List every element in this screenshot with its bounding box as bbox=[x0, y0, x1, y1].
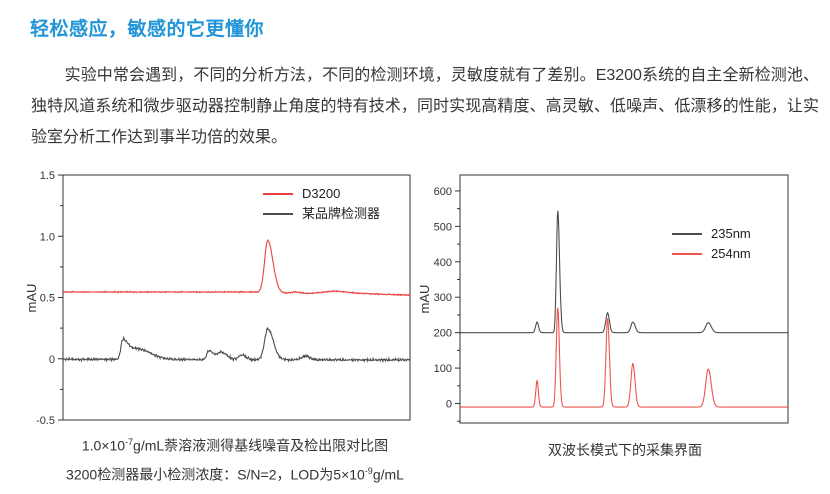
series-某品牌检测器 bbox=[62, 326, 411, 364]
y-axis-label: mAU bbox=[417, 285, 432, 314]
left-figure-caption-line1: 1.0×10-7g/mL萘溶液测得基线噪音及检出限对比图 bbox=[81, 437, 389, 454]
legend-label-d3200: D3200 bbox=[302, 186, 341, 201]
legend-label-254nm: 254nm bbox=[711, 246, 751, 261]
y-tick-label: 300 bbox=[434, 292, 452, 304]
legend-line-sample-gray bbox=[263, 212, 293, 215]
y-tick-label: 0.5 bbox=[40, 293, 55, 305]
legend-line-sample-254nm bbox=[672, 252, 702, 255]
series-254nm bbox=[460, 307, 788, 408]
page-title: 轻松感应，敏感的它更懂你 bbox=[30, 19, 265, 40]
right-chart-legend: 235nm 254nm bbox=[672, 226, 751, 261]
y-tick-label: 400 bbox=[434, 257, 452, 269]
right-figure-caption: 双波长模式下的采集界面 bbox=[430, 438, 820, 463]
legend-label-other-brand: 某品牌检测器 bbox=[302, 206, 381, 221]
series-D3200 bbox=[62, 238, 411, 297]
plot-border bbox=[459, 174, 789, 424]
left-figure-caption-line2: 3200检测器最小检测浓度：S/N=2，LOD为5×10-9g/mL bbox=[66, 465, 404, 483]
legend-line-sample-235nm bbox=[672, 232, 702, 235]
y-tick-label: 0 bbox=[446, 399, 452, 411]
y-tick-label: -0.5 bbox=[36, 415, 55, 426]
baseline-noise-chart: 1.5 1.0 0.5 0 -0.5 mAU bbox=[24, 170, 411, 426]
y-axis-label: mAU bbox=[24, 284, 39, 313]
y-tick-label: 600 bbox=[434, 186, 452, 198]
y-tick-label: 100 bbox=[434, 363, 452, 375]
y-tick-label: 200 bbox=[434, 328, 452, 340]
series-235nm bbox=[460, 210, 788, 334]
legend-item-other-brand: 某品牌检测器 bbox=[263, 206, 380, 221]
y-tick-label: 500 bbox=[434, 221, 452, 233]
legend-item-235nm: 235nm bbox=[672, 226, 751, 241]
intro-paragraph: 实验中常会遇到，不同的分析方法，不同的检测环境，灵敏度就有了差别。E3200系统… bbox=[31, 67, 819, 146]
y-tick-label: 1.5 bbox=[40, 170, 55, 182]
right-figure-caption-line: 双波长模式下的采集界面 bbox=[548, 442, 702, 458]
left-chart-legend: D3200 某品牌检测器 bbox=[263, 186, 380, 221]
left-figure-caption: 1.0×10-7g/mL萘溶液测得基线噪音及检出限对比图 3200检测器最小检测… bbox=[30, 430, 440, 487]
legend-line-sample-red bbox=[263, 192, 293, 195]
y-tick-label: 0 bbox=[49, 354, 55, 366]
dual-wavelength-chart: 600 500 400 300 200 100 0 mAU bbox=[417, 174, 789, 424]
legend-item-254nm: 254nm bbox=[672, 246, 751, 261]
legend-item-d3200: D3200 bbox=[263, 186, 380, 201]
legend-label-235nm: 235nm bbox=[711, 226, 751, 241]
y-tick-label: 1.0 bbox=[40, 231, 55, 243]
